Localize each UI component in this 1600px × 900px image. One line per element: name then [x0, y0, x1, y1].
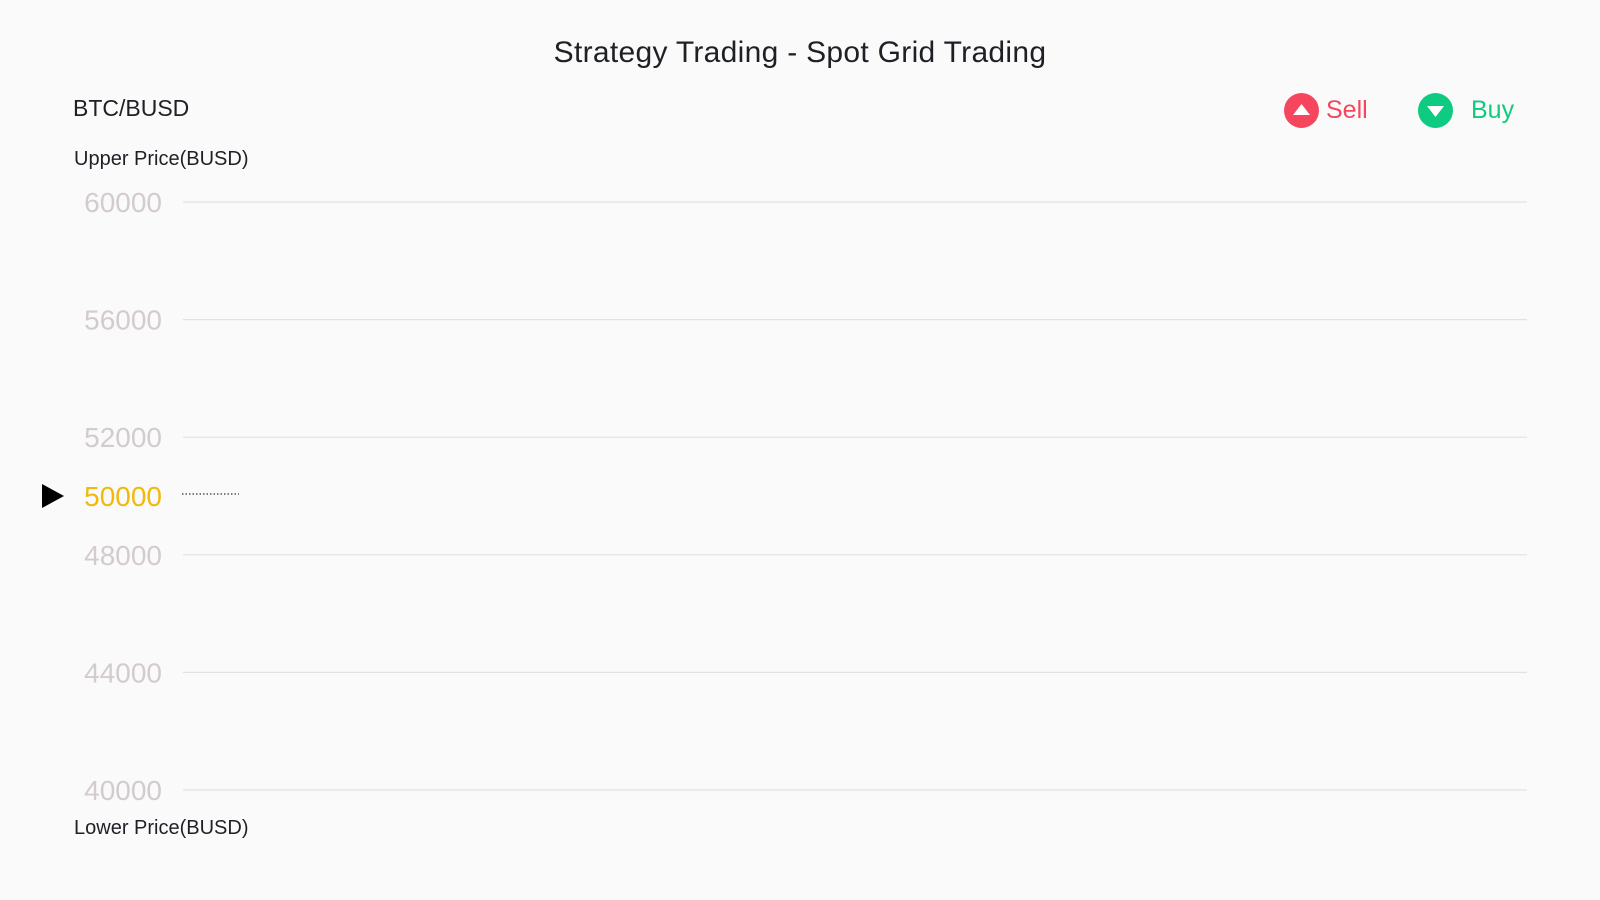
tick-label-52000: 52000: [84, 422, 162, 453]
tick-label-56000: 56000: [84, 305, 162, 336]
trading-pair: BTC/BUSD: [73, 95, 190, 121]
current-price-marker-icon: [42, 484, 64, 508]
legend-buy-label: Buy: [1471, 95, 1515, 124]
buy-icon-triangle: [1427, 105, 1444, 117]
tick-label-48000: 48000: [84, 540, 162, 571]
tick-label-44000: 44000: [84, 657, 162, 688]
lower-price-caption: Lower Price(BUSD): [74, 817, 249, 839]
current-price-label: 50000: [84, 481, 162, 512]
legend-sell: Sell: [1284, 90, 1368, 130]
page-title: Strategy Trading - Spot Grid Trading: [553, 36, 1047, 69]
upper-price-caption: Upper Price(BUSD): [74, 148, 249, 170]
tick-label-60000: 60000: [84, 187, 162, 218]
tick-label-40000: 40000: [84, 775, 162, 806]
sell-icon-triangle: [1293, 103, 1310, 115]
triangle-down-icon: [1418, 92, 1453, 128]
legend-buy: Buy: [1418, 90, 1514, 130]
legend-sell-label: Sell: [1326, 95, 1368, 124]
triangle-up-icon: [1284, 92, 1319, 128]
